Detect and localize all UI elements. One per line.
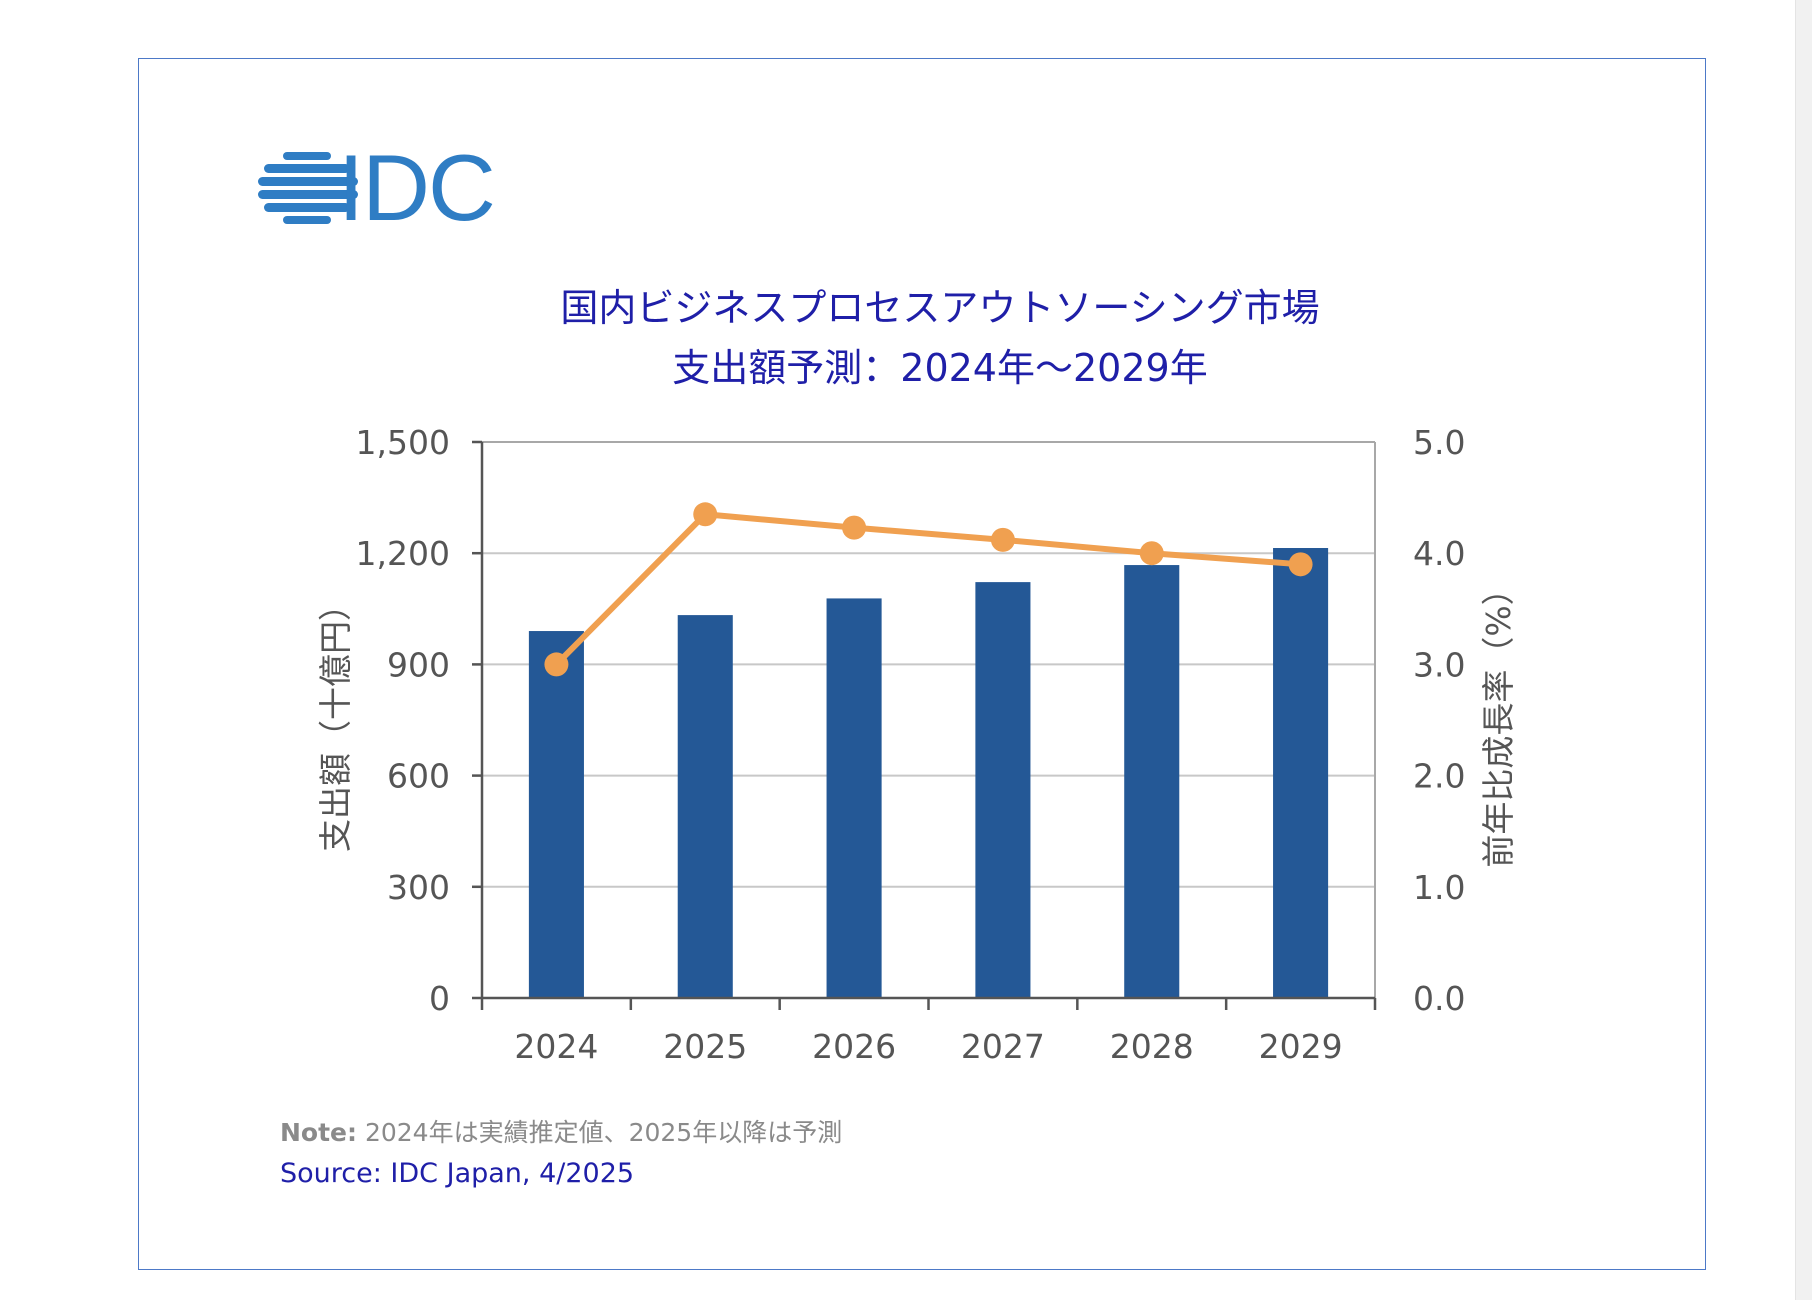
chart-title: 国内ビジネスプロセスアウトソーシング市場 支出額予測：2024年～2029年 xyxy=(420,278,1460,398)
y-right-tick-label: 0.0 xyxy=(1413,979,1465,1018)
bar-2029 xyxy=(1273,548,1329,998)
y-left-tick-label: 1,500 xyxy=(356,423,450,462)
growth-point-2024 xyxy=(544,652,569,677)
growth-point-2028 xyxy=(1139,541,1164,566)
chart-title-line2: 支出額予測：2024年～2029年 xyxy=(672,346,1208,390)
chart-title-line1: 国内ビジネスプロセスアウトソーシング市場 xyxy=(560,286,1320,330)
growth-point-2029 xyxy=(1288,552,1313,577)
growth-rate-line xyxy=(554,511,1301,667)
y-left-tick-label: 900 xyxy=(387,645,450,684)
y-left-tick-label: 0 xyxy=(429,979,450,1018)
note-text: 2024年は実績推定値、2025年以降は予測 xyxy=(364,1118,843,1147)
y-left-tick-label: 600 xyxy=(387,757,450,796)
idc-logo-icon xyxy=(258,152,358,224)
y-right-tick-label: 2.0 xyxy=(1413,757,1465,796)
chart-source: Source: IDC Japan, 4/2025 xyxy=(280,1158,635,1189)
y-right-tick-label: 1.0 xyxy=(1413,868,1465,907)
chart-note: Note: 2024年は実績推定値、2025年以降は予測 xyxy=(280,1113,842,1149)
bar-2028 xyxy=(1124,565,1180,998)
x-tick-label: 2024 xyxy=(514,1027,598,1066)
idc-logo-text: IDC xyxy=(338,135,496,240)
y-left-tick-label: 1,200 xyxy=(356,534,450,573)
scrollbar-track[interactable] xyxy=(1795,0,1812,1300)
y-left-tick-label: 300 xyxy=(387,868,450,907)
y-right-tick-label: 5.0 xyxy=(1413,423,1465,462)
note-label: Note: xyxy=(280,1118,358,1147)
y-right-tick-label: 3.0 xyxy=(1413,645,1465,684)
bar-2025 xyxy=(677,615,733,998)
bar-2027 xyxy=(975,582,1031,998)
y-right-tick-label: 4.0 xyxy=(1413,534,1465,573)
x-tick-label: 2027 xyxy=(961,1027,1045,1066)
growth-point-2027 xyxy=(990,527,1015,552)
bar-2024 xyxy=(528,631,584,998)
x-tick-label: 2025 xyxy=(663,1027,747,1066)
y-right-axis-title: 前年比成長率（%） xyxy=(1479,572,1518,867)
bar-2026 xyxy=(826,598,882,998)
y-left-axis-title: 支出額（十億円） xyxy=(316,588,355,852)
growth-point-2026 xyxy=(842,515,867,540)
x-tick-label: 2028 xyxy=(1110,1027,1194,1066)
growth-point-2025 xyxy=(693,502,718,527)
x-tick-label: 2026 xyxy=(812,1027,896,1066)
x-tick-label: 2029 xyxy=(1259,1027,1343,1066)
